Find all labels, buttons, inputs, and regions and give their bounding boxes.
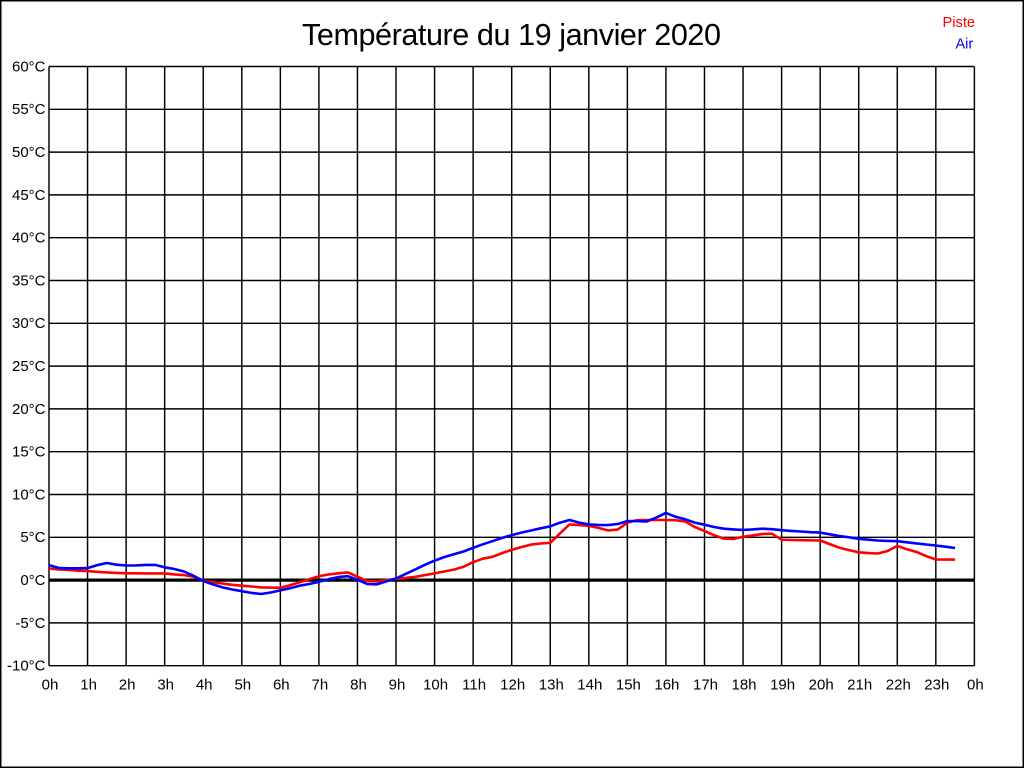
svg-text:11h: 11h <box>462 677 486 694</box>
svg-text:Air: Air <box>955 36 973 52</box>
svg-text:10h: 10h <box>423 677 448 694</box>
svg-text:0h: 0h <box>42 677 59 694</box>
svg-text:12h: 12h <box>500 677 525 694</box>
svg-text:Piste: Piste <box>943 15 975 31</box>
svg-text:55°C: 55°C <box>12 101 46 118</box>
svg-text:7h: 7h <box>312 677 329 694</box>
svg-text:-10°C: -10°C <box>7 658 46 675</box>
svg-text:21h: 21h <box>847 677 872 694</box>
svg-text:35°C: 35°C <box>12 272 46 289</box>
svg-text:9h: 9h <box>389 677 406 694</box>
svg-text:0h: 0h <box>967 677 984 694</box>
svg-text:25°C: 25°C <box>12 358 46 375</box>
svg-text:0°C: 0°C <box>20 572 45 589</box>
svg-text:Température du 19 janvier 2020: Température du 19 janvier 2020 <box>302 18 721 52</box>
svg-text:17h: 17h <box>693 677 718 694</box>
svg-text:16h: 16h <box>654 677 679 694</box>
svg-text:50°C: 50°C <box>12 144 46 161</box>
svg-text:22h: 22h <box>886 677 911 694</box>
svg-text:4h: 4h <box>196 677 213 694</box>
svg-text:2h: 2h <box>119 677 136 694</box>
svg-text:20°C: 20°C <box>12 401 46 418</box>
svg-text:14h: 14h <box>577 677 602 694</box>
svg-text:3h: 3h <box>157 677 174 694</box>
svg-text:15h: 15h <box>616 677 641 694</box>
svg-text:45°C: 45°C <box>12 187 46 204</box>
svg-text:19h: 19h <box>770 677 795 694</box>
svg-text:20h: 20h <box>809 677 834 694</box>
svg-text:30°C: 30°C <box>12 315 46 332</box>
svg-text:40°C: 40°C <box>12 230 46 247</box>
svg-text:5°C: 5°C <box>20 529 45 546</box>
svg-text:18h: 18h <box>731 677 756 694</box>
svg-text:5h: 5h <box>234 677 251 694</box>
svg-text:-5°C: -5°C <box>15 615 45 632</box>
svg-text:13h: 13h <box>539 677 564 694</box>
svg-text:23h: 23h <box>924 677 949 694</box>
svg-text:1h: 1h <box>80 677 97 694</box>
svg-text:10°C: 10°C <box>12 486 46 503</box>
svg-text:6h: 6h <box>273 677 290 694</box>
svg-text:8h: 8h <box>350 677 367 694</box>
svg-text:60°C: 60°C <box>12 58 46 75</box>
svg-text:15°C: 15°C <box>12 444 46 461</box>
